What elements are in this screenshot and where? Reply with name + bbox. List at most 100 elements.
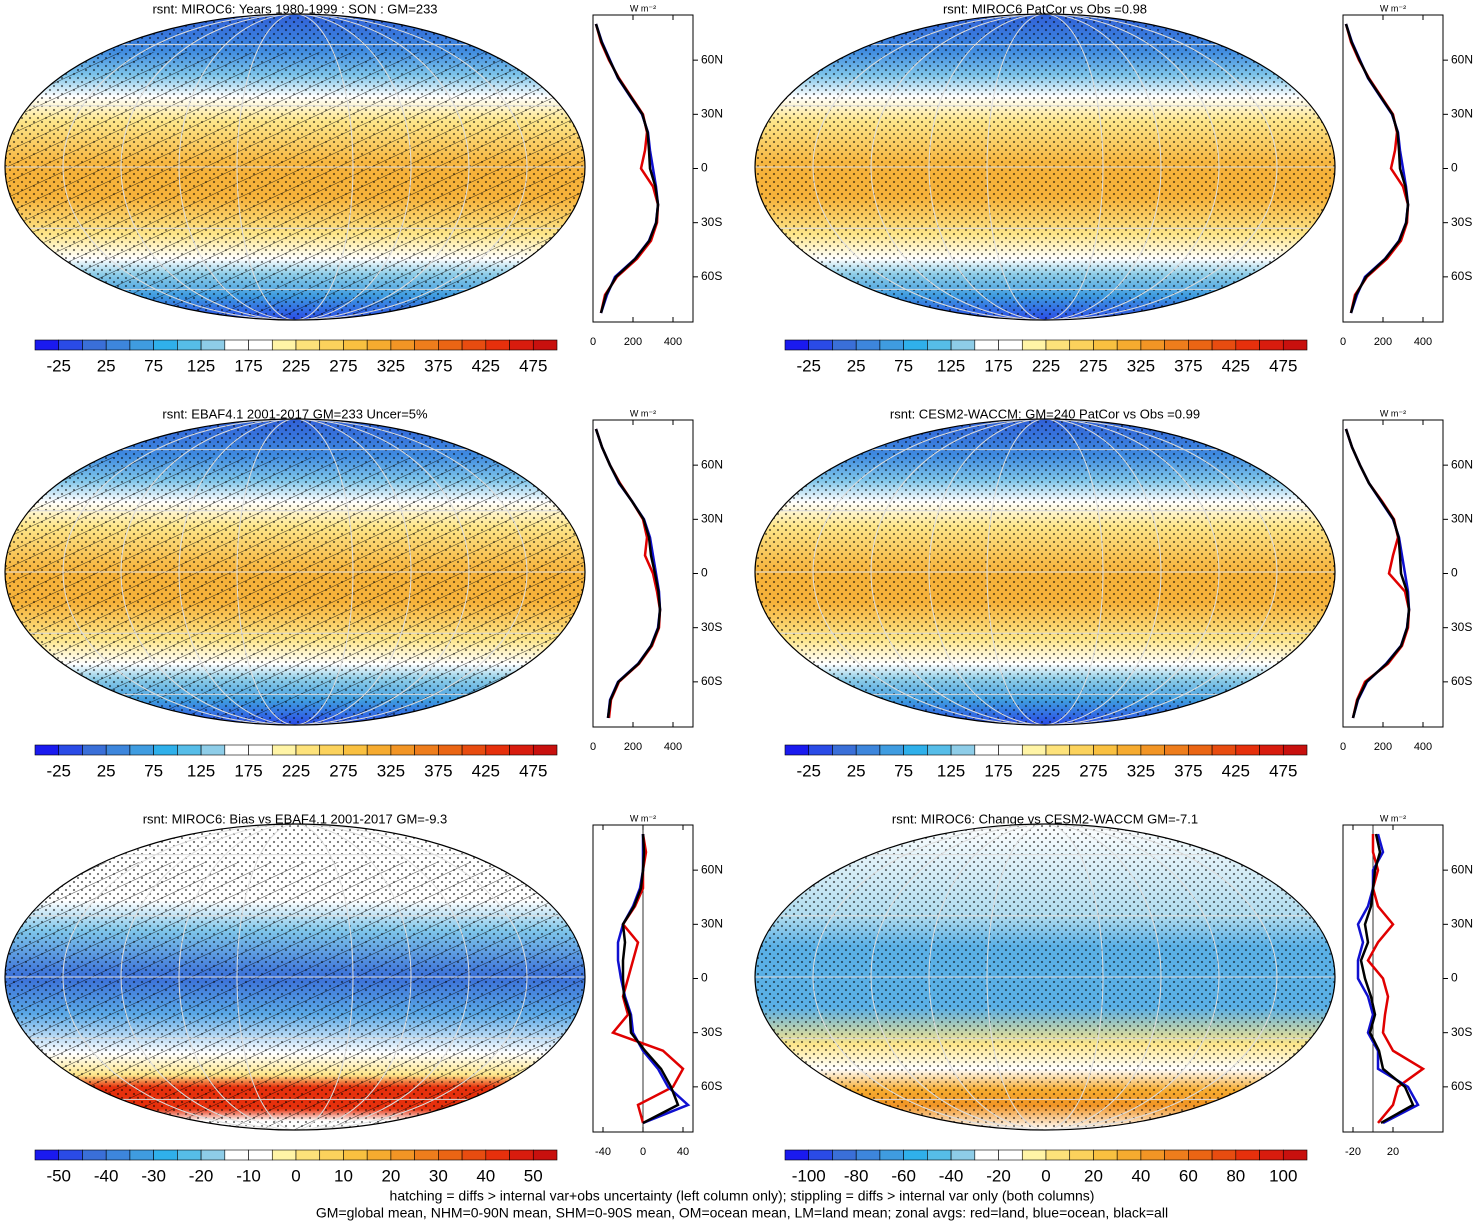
x-tick-label: 40 <box>677 1146 689 1158</box>
colorbar-label: -100 <box>792 1166 826 1185</box>
zonal-profile <box>1344 428 1411 719</box>
footer-line: GM=global mean, NHM=0-90N mean, SHM=0-90… <box>316 1205 1168 1221</box>
colorbar-label: 225 <box>282 761 310 780</box>
colorbar-box <box>532 744 558 756</box>
colorbar-box <box>1164 744 1189 756</box>
colorbar-box <box>414 1149 439 1161</box>
map-graticule <box>62 14 528 320</box>
map-graticule <box>928 419 1162 725</box>
colorbar-box <box>1069 1149 1094 1161</box>
colorbar-box <box>153 339 178 351</box>
map-overlay <box>5 824 585 1130</box>
map-graticule <box>812 419 1278 725</box>
colorbar-box <box>509 339 534 351</box>
colorbar-label: 225 <box>282 356 310 375</box>
colorbar-box <box>153 1149 178 1161</box>
colorbar-label: -40 <box>939 1166 964 1185</box>
colorbar-box <box>34 1149 60 1161</box>
x-tick-label: 0 <box>1340 741 1346 753</box>
colorbar-box <box>438 339 463 351</box>
colorbar-label: 425 <box>472 761 500 780</box>
colorbar-box <box>82 339 107 351</box>
y-tick-label: 30N <box>1451 916 1473 930</box>
colorbar-box <box>927 744 952 756</box>
zonal-profile <box>1344 23 1410 314</box>
panel-title: rsnt: EBAF4.1 2001-2017 GM=233 Uncer=5% <box>162 406 428 421</box>
colorbar-box <box>998 744 1023 756</box>
colorbar-box <box>855 339 881 351</box>
map-border <box>4 13 586 321</box>
map-border <box>4 823 586 1131</box>
profile-frame <box>1342 419 1444 728</box>
map-graticule <box>986 14 1104 320</box>
colorbar-box <box>1188 1149 1213 1161</box>
x-tick-label: 400 <box>664 741 682 753</box>
colorbar-box <box>1093 339 1118 351</box>
colorbar-label: 75 <box>894 761 913 780</box>
x-tick-label: 200 <box>624 336 642 348</box>
y-tick-label: 60S <box>1451 1079 1472 1093</box>
y-tick-label: 60N <box>701 862 723 876</box>
colorbar-box <box>532 339 558 351</box>
colorbar-box <box>1235 339 1260 351</box>
colorbar-box <box>366 744 392 756</box>
colorbar-box <box>1188 339 1213 351</box>
colorbar-box <box>82 744 107 756</box>
colorbar-box <box>1140 339 1165 351</box>
y-tick-label: 30S <box>701 620 722 634</box>
colorbar-box <box>461 1149 487 1161</box>
y-tick-label: 30N <box>701 106 723 120</box>
colorbar-box <box>153 744 178 756</box>
map-graticule <box>62 419 528 725</box>
colorbar-box <box>998 339 1023 351</box>
colorbar-box <box>319 744 344 756</box>
colorbar-box <box>950 339 976 351</box>
y-tick-label: 60S <box>701 674 722 688</box>
colorbar-label: 75 <box>894 356 913 375</box>
map-graticule <box>62 824 528 1130</box>
colorbar-box <box>1116 744 1142 756</box>
colorbar-label: 10 <box>334 1166 353 1185</box>
y-tick-label: 30S <box>1451 620 1472 634</box>
colorbar-box <box>224 339 249 351</box>
colorbar-label: 25 <box>97 356 116 375</box>
colorbar-box <box>461 744 487 756</box>
x-tick-label: 400 <box>1414 336 1432 348</box>
x-tick-label: -40 <box>595 1146 611 1158</box>
y-tick-label: 30N <box>1451 106 1473 120</box>
colorbar-label: 60 <box>1179 1166 1198 1185</box>
colorbar-box <box>1093 744 1118 756</box>
colorbar-box <box>903 1149 928 1161</box>
colorbar-box <box>903 744 928 756</box>
colorbar-box <box>343 744 368 756</box>
colorbar-box <box>879 744 904 756</box>
colorbar-label: 20 <box>381 1166 400 1185</box>
profile-unit: W m⁻² <box>1380 408 1406 418</box>
colorbar-label: 0 <box>1041 1166 1050 1185</box>
colorbar-label: 0 <box>291 1166 300 1185</box>
map-overlay <box>755 824 1335 1130</box>
colorbar-label: 20 <box>1084 1166 1103 1185</box>
x-tick-label: -20 <box>1345 1146 1361 1158</box>
y-tick-label: 60S <box>701 1079 722 1093</box>
colorbar-box <box>1021 339 1047 351</box>
colorbar-box <box>1164 1149 1189 1161</box>
colorbar-box <box>1259 1149 1284 1161</box>
colorbar-box <box>414 744 439 756</box>
colorbar-label: -40 <box>94 1166 119 1185</box>
map-graticule <box>928 14 1162 320</box>
colorbar-label: -60 <box>891 1166 916 1185</box>
map-overlay <box>755 14 1335 320</box>
colorbar-label: 275 <box>329 761 357 780</box>
colorbar-label: 75 <box>144 356 163 375</box>
colorbar-label: 25 <box>847 761 866 780</box>
colorbar-label: 75 <box>144 761 163 780</box>
colorbar-label: 25 <box>847 356 866 375</box>
colorbar-box <box>1045 339 1071 351</box>
zonal-profile <box>1359 833 1415 1125</box>
colorbar-label: 425 <box>472 356 500 375</box>
colorbar-label: 175 <box>984 761 1012 780</box>
colorbar-box <box>1093 1149 1118 1161</box>
x-tick-label: 0 <box>1340 336 1346 348</box>
profile-frame <box>1342 14 1444 323</box>
